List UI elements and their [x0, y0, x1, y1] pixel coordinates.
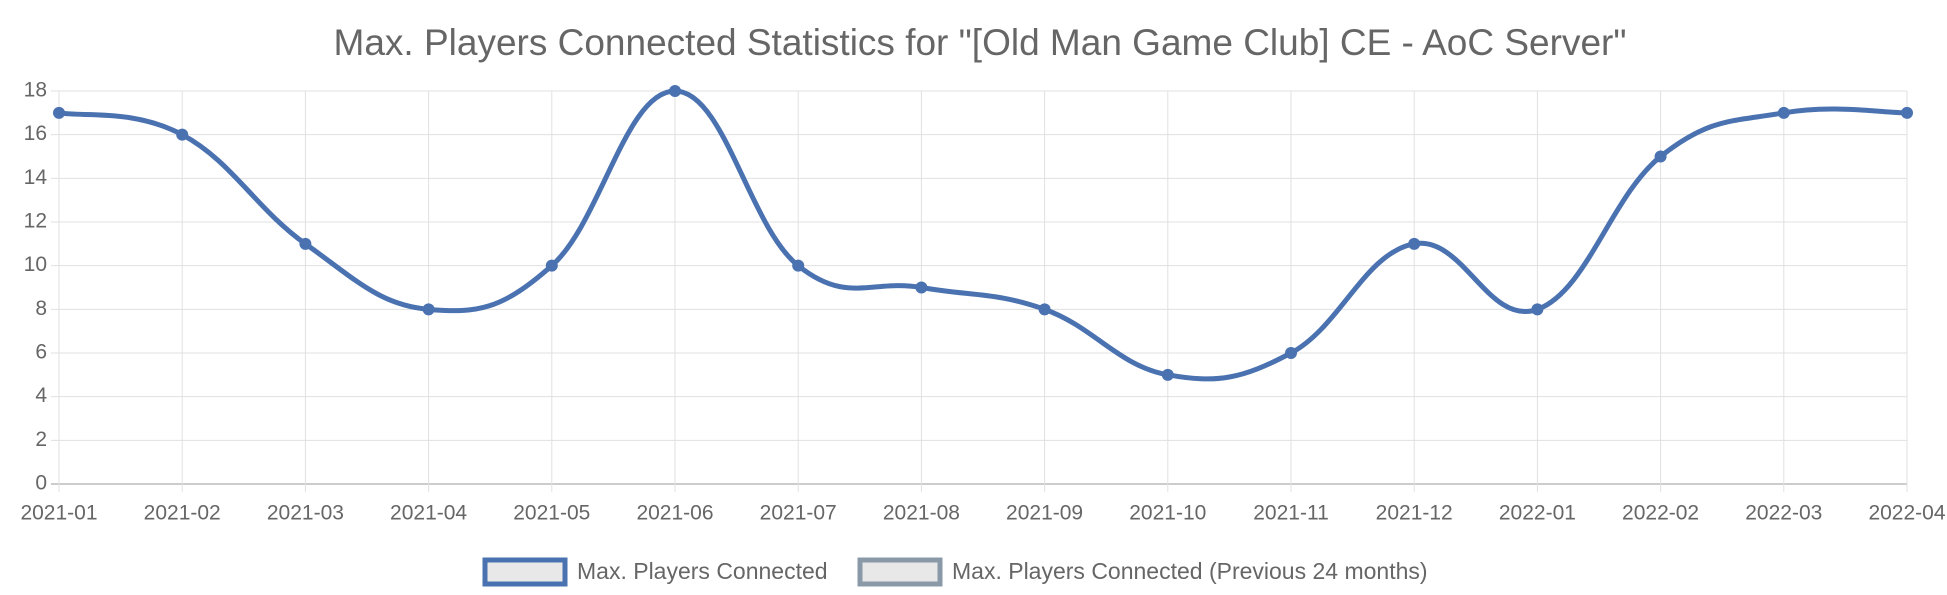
- chart-title: Max. Players Connected Statistics for "[…: [334, 22, 1627, 63]
- x-tick-label: 2021-06: [636, 502, 713, 525]
- x-tick-label: 2021-08: [883, 502, 960, 525]
- data-point: [1654, 150, 1667, 163]
- y-tick-label: 10: [24, 253, 47, 276]
- x-tick-label: 2021-12: [1376, 502, 1453, 525]
- data-point: [53, 106, 65, 119]
- data-point: [299, 237, 312, 250]
- x-tick-label: 2021-04: [390, 502, 467, 525]
- legend-swatch: [482, 557, 568, 587]
- x-tick-label: 2021-09: [1006, 502, 1083, 525]
- data-point: [669, 85, 681, 97]
- data-point: [1901, 106, 1913, 119]
- data-point: [1408, 237, 1421, 250]
- y-tick-label: 4: [35, 384, 47, 407]
- x-tick-label: 2022-02: [1622, 502, 1699, 525]
- x-tick-label: 2022-01: [1499, 502, 1576, 525]
- x-tick-label: 2021-01: [20, 502, 97, 525]
- x-tick-label: 2021-10: [1129, 502, 1206, 525]
- x-tick-label: 2021-11: [1253, 502, 1329, 525]
- y-tick-label: 8: [35, 297, 47, 320]
- data-point: [1285, 347, 1297, 359]
- legend-label: Max. Players Connected (Previous 24 mont…: [952, 558, 1428, 584]
- x-tick-label: 2021-05: [513, 502, 590, 525]
- y-tick-label: 18: [24, 79, 47, 102]
- legend-label: Max. Players Connected: [577, 558, 828, 584]
- legend-swatch: [857, 557, 943, 587]
- data-point: [1038, 303, 1051, 316]
- data-point: [1531, 303, 1544, 316]
- x-tick-label: 2021-02: [144, 502, 221, 525]
- x-tick-label: 2022-03: [1745, 502, 1822, 525]
- data-point: [915, 281, 928, 294]
- data-point: [545, 259, 558, 272]
- y-tick-label: 14: [24, 166, 48, 189]
- data-point: [422, 303, 435, 316]
- data-point: [792, 259, 805, 272]
- y-tick-label: 16: [24, 122, 47, 145]
- data-point: [1777, 106, 1790, 119]
- x-tick-label: 2022-04: [1868, 502, 1945, 525]
- series-line: [58, 88, 1908, 382]
- x-tick-label: 2021-07: [760, 502, 837, 525]
- data-point: [1161, 368, 1174, 381]
- x-tick-label: 2021-03: [267, 502, 344, 525]
- y-tick-label: 12: [24, 210, 47, 233]
- data-point: [176, 128, 189, 141]
- y-tick-label: 6: [35, 341, 47, 364]
- y-tick-label: 2: [35, 428, 47, 451]
- y-tick-label: 0: [35, 472, 47, 495]
